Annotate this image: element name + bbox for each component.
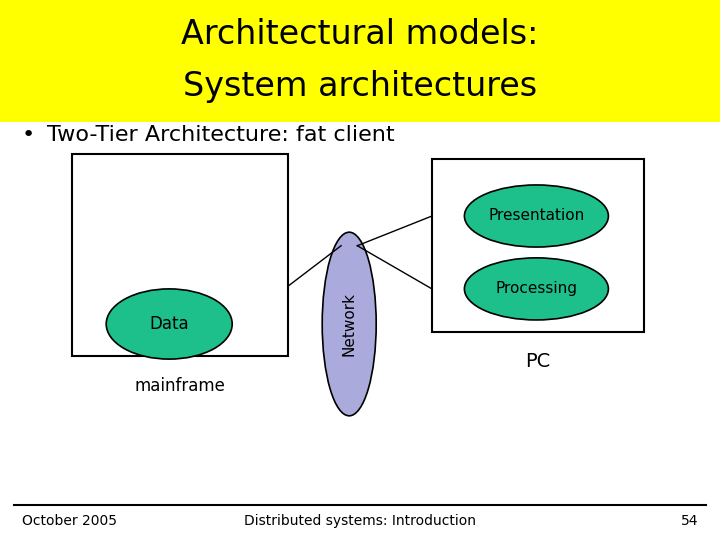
Text: Processing: Processing	[495, 281, 577, 296]
Text: Two-Tier Architecture: fat client: Two-Tier Architecture: fat client	[47, 125, 395, 145]
Text: •: •	[22, 125, 35, 145]
Text: System architectures: System architectures	[183, 70, 537, 103]
Ellipse shape	[107, 289, 232, 359]
Text: Network: Network	[342, 292, 356, 356]
Bar	[72, 154, 288, 356]
Bar	[432, 159, 644, 332]
Text: PC: PC	[526, 352, 551, 372]
Text: Data: Data	[149, 315, 189, 333]
Ellipse shape	[464, 258, 608, 320]
Text: Architectural models:: Architectural models:	[181, 17, 539, 51]
Text: Distributed systems: Introduction: Distributed systems: Introduction	[244, 514, 476, 528]
FancyBboxPatch shape	[0, 0, 720, 122]
Text: 54: 54	[681, 514, 698, 528]
Text: Presentation: Presentation	[488, 208, 585, 224]
Ellipse shape	[323, 232, 376, 416]
Ellipse shape	[464, 185, 608, 247]
Text: October 2005: October 2005	[22, 514, 117, 528]
Text: mainframe: mainframe	[135, 377, 225, 395]
